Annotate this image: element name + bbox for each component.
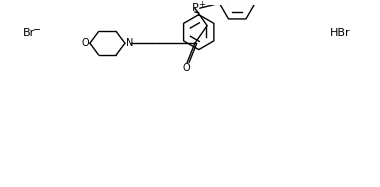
Text: −: − (33, 25, 41, 35)
Text: N: N (126, 38, 133, 48)
Text: O: O (182, 63, 190, 73)
Text: Br: Br (23, 28, 35, 39)
Text: O: O (81, 38, 89, 48)
Text: P: P (192, 3, 198, 13)
Text: +: + (198, 0, 205, 9)
Text: HBr: HBr (330, 28, 351, 39)
